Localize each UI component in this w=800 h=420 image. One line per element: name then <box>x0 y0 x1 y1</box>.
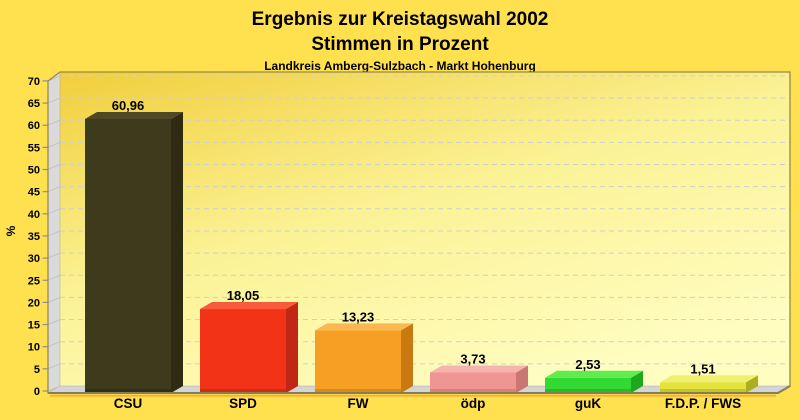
wall-tick <box>47 252 61 259</box>
y-tick-label: 45 <box>28 187 40 199</box>
bar-top <box>430 365 528 373</box>
bar-value-label: 2,53 <box>575 357 600 372</box>
wall-tick <box>47 230 61 237</box>
bar-value-label: 13,23 <box>342 309 375 324</box>
bar-top <box>85 111 183 119</box>
bar-base <box>660 389 746 394</box>
bar-category-label: FW <box>348 396 369 411</box>
y-tick-label: 60 <box>28 120 40 132</box>
bar-value-label: 60,96 <box>112 98 145 113</box>
wall-tick <box>47 119 61 126</box>
y-tick-label: 55 <box>28 142 40 154</box>
bar-category-label: ödp <box>461 396 486 411</box>
bar-front <box>85 118 171 389</box>
bar-category-label: SPD <box>229 396 257 411</box>
bar-value-label: 18,05 <box>227 288 260 303</box>
y-axis-title: % <box>4 225 18 236</box>
bar-base <box>545 389 631 394</box>
wall-tick <box>47 341 61 348</box>
chart-title-line2: Stimmen in Prozent <box>311 34 489 55</box>
y-tick-label: 70 <box>28 76 40 88</box>
bar-category-label: CSU <box>114 396 143 411</box>
wall-tick <box>47 385 61 392</box>
y-tick-label: 15 <box>28 320 40 332</box>
bar-top <box>315 323 413 331</box>
bar-front <box>315 330 401 389</box>
chart-subtitle: Landkreis Amberg-Sulzbach - Markt Hohenb… <box>264 59 536 73</box>
bar-top <box>545 370 643 378</box>
bar-front <box>430 372 516 389</box>
wall-tick <box>47 164 61 170</box>
bar-category-label: F.D.P. / FWS <box>665 396 741 411</box>
wall-tick <box>47 296 61 303</box>
wall-tick <box>47 141 61 148</box>
wall-tick <box>47 363 61 370</box>
chart-title-line1: Ergebnis zur Kreistagswahl 2002 <box>251 9 549 30</box>
bar-side <box>286 302 298 393</box>
y-tick-label: 5 <box>34 364 40 376</box>
bar-top <box>200 302 298 310</box>
bar-front <box>660 382 746 389</box>
bar-side <box>171 111 183 393</box>
axis-wall-left <box>47 71 61 394</box>
y-tick-label: 65 <box>28 98 40 110</box>
wall-tick <box>47 208 61 215</box>
bar-value-label: 3,73 <box>460 351 485 366</box>
wall-tick <box>47 319 61 326</box>
plot-frame <box>47 71 791 394</box>
bar-top <box>660 375 758 383</box>
y-tick-label: 50 <box>28 165 40 177</box>
wall-tick <box>47 274 61 281</box>
bar-side <box>516 365 528 393</box>
wall-tick <box>47 186 61 193</box>
y-tick-label: 35 <box>28 231 40 243</box>
bar-front <box>200 309 286 389</box>
bar-base <box>200 389 286 394</box>
chart-header: Ergebnis zur Kreistagswahl 2002 Stimmen … <box>0 0 800 74</box>
bar-base <box>315 389 401 394</box>
bar-side <box>401 323 413 393</box>
wall-tick <box>47 97 61 104</box>
bar-base <box>85 389 171 394</box>
bar-side <box>631 370 643 393</box>
y-tick-label: 40 <box>28 209 40 221</box>
bar-category-label: guK <box>575 396 601 411</box>
bar-side <box>746 375 758 393</box>
y-tick-label: 10 <box>28 342 40 354</box>
bar-value-label: 1,51 <box>690 361 715 376</box>
bar-front <box>545 377 631 389</box>
y-tick-label: 0 <box>34 386 40 398</box>
y-tick-label: 20 <box>28 297 40 309</box>
y-tick-label: 25 <box>28 275 40 287</box>
y-tick-label: 30 <box>28 253 40 265</box>
bar-base <box>430 389 516 394</box>
